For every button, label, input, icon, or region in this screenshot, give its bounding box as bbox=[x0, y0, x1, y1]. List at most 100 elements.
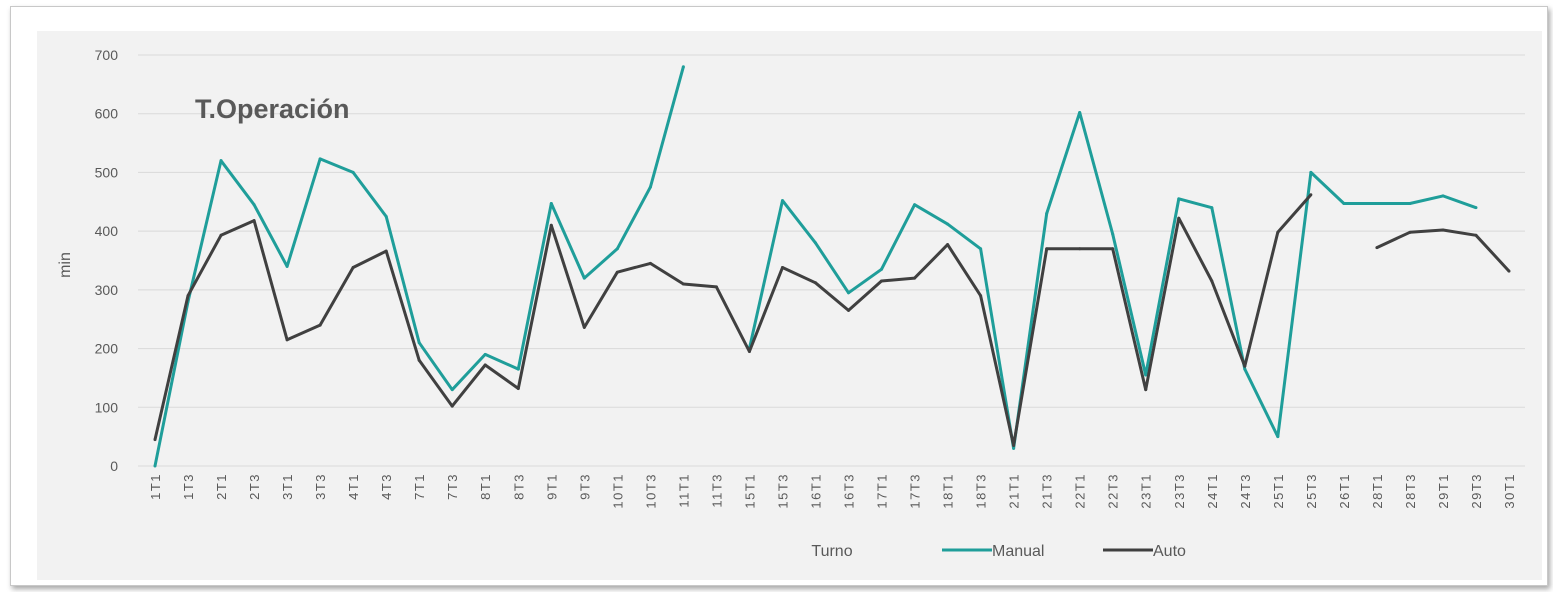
x-tick-label: 23T1 bbox=[1139, 473, 1154, 509]
data-point-manual bbox=[252, 203, 256, 207]
data-point-manual bbox=[1177, 197, 1181, 201]
data-point-auto bbox=[1408, 230, 1412, 234]
x-tick-label: 30T1 bbox=[1502, 473, 1517, 509]
data-point-auto bbox=[351, 266, 355, 270]
y-tick-label: 300 bbox=[95, 282, 119, 298]
x-tick-label: 29T1 bbox=[1436, 473, 1451, 509]
data-point-manual bbox=[880, 267, 884, 271]
data-point-auto bbox=[318, 323, 322, 327]
data-point-manual bbox=[813, 241, 817, 245]
legend-label-auto: Auto bbox=[1153, 543, 1186, 560]
x-axis-ticks: 1T1 1T3 2T1 2T3 3T1 3T3 4T1 4T3 7T1 7T3 8T1 8T3 9T1 9… bbox=[148, 473, 1517, 509]
x-tick-label: 18T1 bbox=[941, 473, 956, 509]
x-tick-label: 4T3 bbox=[379, 473, 394, 500]
y-tick-label: 100 bbox=[95, 399, 119, 415]
data-point-manual bbox=[1474, 206, 1478, 210]
data-point-manual bbox=[1375, 202, 1379, 206]
x-axis-label: Turno bbox=[811, 543, 852, 560]
x-tick-label: 22T3 bbox=[1106, 473, 1121, 509]
x-tick-label: 17T3 bbox=[908, 473, 923, 509]
series-lines bbox=[153, 65, 1511, 468]
data-point-manual bbox=[913, 203, 917, 207]
data-point-auto bbox=[417, 358, 421, 362]
data-point-auto bbox=[219, 233, 223, 237]
data-point-manual bbox=[615, 247, 619, 251]
data-point-manual bbox=[285, 264, 289, 268]
x-tick-label: 11T3 bbox=[709, 473, 724, 508]
data-point-auto bbox=[549, 223, 553, 227]
gridlines bbox=[138, 54, 1525, 467]
x-tick-label: 26T1 bbox=[1337, 473, 1352, 509]
y-axis-ticks: 0 100 200 300 400 500 600 700 bbox=[95, 47, 119, 474]
series-line-manual bbox=[153, 66, 685, 467]
legend-label-manual: Manual bbox=[992, 543, 1044, 560]
series-line-auto bbox=[153, 193, 1313, 447]
series-line-manual bbox=[747, 111, 1477, 450]
data-point-auto bbox=[913, 276, 917, 280]
data-point-auto bbox=[1243, 364, 1247, 368]
data-point-manual bbox=[780, 199, 784, 203]
chart-title: T.Operación bbox=[195, 94, 350, 124]
x-tick-label: 10T3 bbox=[643, 473, 658, 509]
y-tick-label: 500 bbox=[95, 164, 119, 180]
x-tick-label: 2T3 bbox=[247, 473, 262, 500]
data-point-manual bbox=[979, 247, 983, 251]
data-point-auto bbox=[285, 338, 289, 342]
x-tick-label: 25T3 bbox=[1304, 473, 1319, 509]
data-point-manual bbox=[1012, 446, 1016, 450]
data-point-auto bbox=[1474, 233, 1478, 237]
data-point-auto bbox=[847, 308, 851, 312]
data-point-auto bbox=[153, 438, 157, 442]
x-tick-label: 1T1 bbox=[148, 473, 163, 500]
data-point-manual bbox=[450, 388, 454, 392]
data-point-auto bbox=[946, 243, 950, 247]
y-tick-label: 200 bbox=[95, 341, 119, 357]
data-point-auto bbox=[1309, 193, 1313, 197]
x-tick-label: 7T1 bbox=[412, 473, 427, 500]
y-tick-label: 600 bbox=[95, 106, 119, 122]
data-point-auto bbox=[1078, 247, 1082, 251]
data-point-auto bbox=[1276, 230, 1280, 234]
data-point-auto bbox=[1210, 279, 1214, 283]
y-tick-label: 0 bbox=[110, 458, 118, 474]
y-tick-label: 400 bbox=[95, 223, 119, 239]
x-tick-label: 28T3 bbox=[1403, 473, 1418, 509]
x-tick-label: 24T3 bbox=[1238, 473, 1253, 509]
data-point-manual bbox=[1144, 373, 1148, 377]
data-point-manual bbox=[582, 276, 586, 280]
data-point-manual bbox=[417, 341, 421, 345]
data-point-manual bbox=[351, 170, 355, 174]
x-tick-label: 4T1 bbox=[346, 473, 361, 500]
data-point-manual bbox=[1078, 111, 1082, 115]
data-point-manual bbox=[847, 291, 851, 295]
data-point-auto bbox=[1441, 228, 1445, 232]
x-tick-label: 9T3 bbox=[577, 473, 592, 500]
x-tick-label: 24T1 bbox=[1205, 473, 1220, 509]
data-point-auto bbox=[813, 281, 817, 285]
x-tick-label: 3T1 bbox=[280, 473, 295, 500]
data-point-auto bbox=[1177, 216, 1181, 220]
x-tick-label: 10T1 bbox=[610, 473, 625, 509]
data-point-manual bbox=[1276, 435, 1280, 439]
x-tick-label: 16T1 bbox=[808, 473, 823, 509]
data-point-auto bbox=[483, 363, 487, 367]
data-point-manual bbox=[1408, 202, 1412, 206]
data-point-auto bbox=[582, 325, 586, 329]
data-point-auto bbox=[1375, 246, 1379, 250]
x-tick-label: 23T3 bbox=[1172, 473, 1187, 509]
x-tick-label: 25T1 bbox=[1271, 473, 1286, 509]
data-point-auto bbox=[450, 404, 454, 408]
x-tick-label: 8T3 bbox=[511, 473, 526, 500]
series-line-auto bbox=[1376, 228, 1511, 273]
data-point-auto bbox=[681, 282, 685, 286]
y-axis-label: min bbox=[57, 252, 74, 278]
data-point-auto bbox=[186, 294, 190, 298]
data-point-manual bbox=[1309, 170, 1313, 174]
x-tick-label: 29T3 bbox=[1469, 473, 1484, 509]
x-tick-label: 28T1 bbox=[1370, 473, 1385, 509]
data-point-manual bbox=[1210, 206, 1214, 210]
x-tick-label: 9T1 bbox=[544, 473, 559, 500]
x-tick-label: 15T3 bbox=[775, 473, 790, 509]
data-point-auto bbox=[516, 386, 520, 390]
x-tick-label: 21T3 bbox=[1040, 473, 1055, 509]
